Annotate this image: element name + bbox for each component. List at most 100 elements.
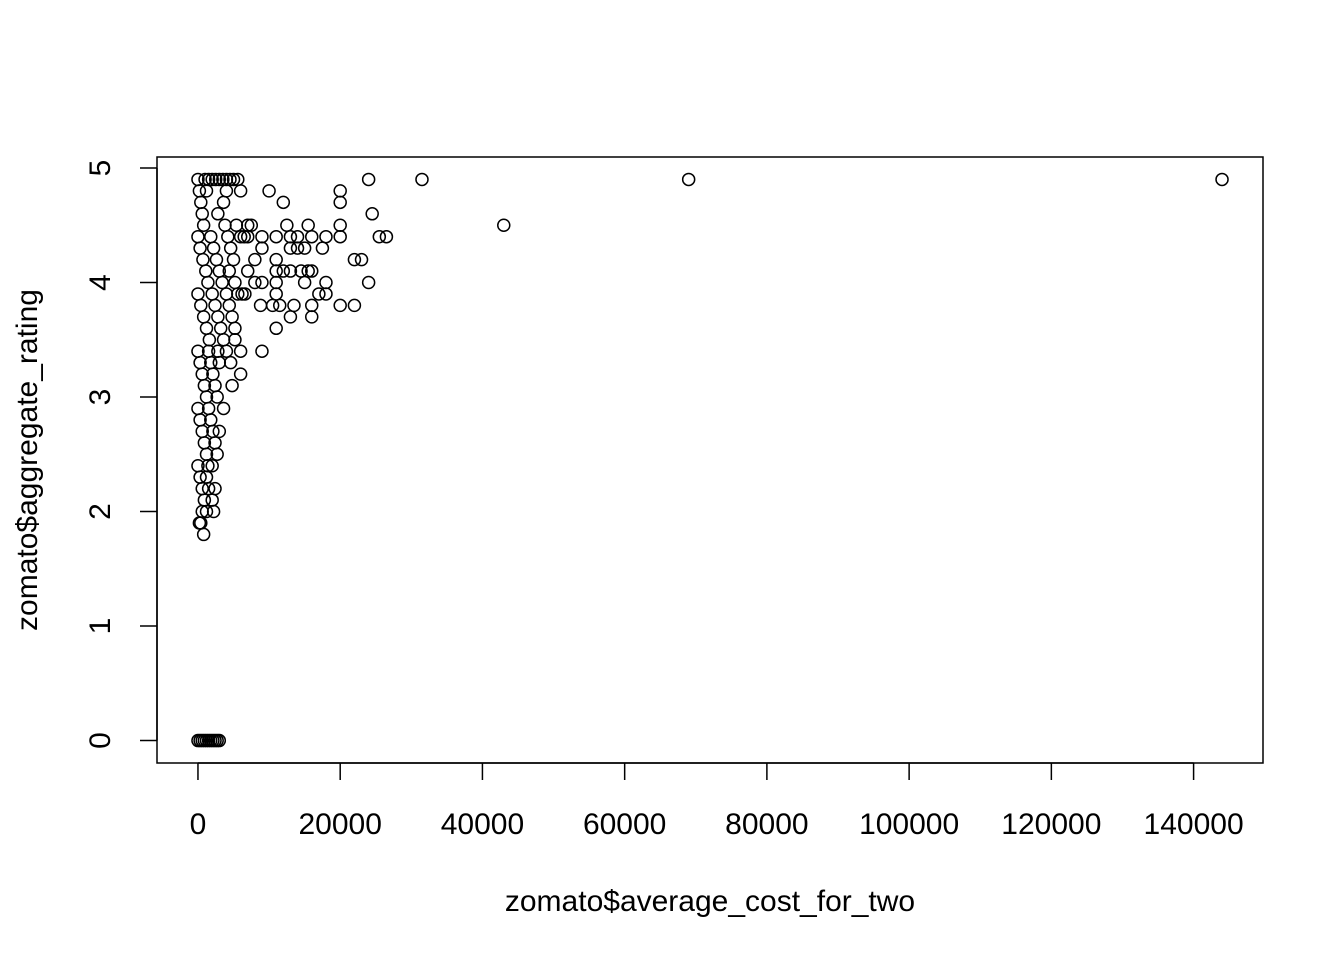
data-point bbox=[218, 218, 232, 232]
data-point bbox=[221, 229, 235, 244]
y-tick-label: 3 bbox=[84, 389, 117, 406]
data-point bbox=[361, 172, 376, 187]
data-point bbox=[354, 252, 369, 267]
data-point bbox=[333, 184, 347, 198]
data-point bbox=[206, 504, 221, 519]
data-point bbox=[415, 172, 429, 187]
data-point bbox=[222, 298, 237, 313]
x-axis: 0 20000 40000 60000 80000 100000 120000 140000 bbox=[190, 762, 1244, 841]
data-point bbox=[301, 218, 315, 232]
data-point bbox=[199, 184, 214, 198]
data-point bbox=[269, 229, 283, 244]
data-point bbox=[223, 241, 238, 255]
data-point bbox=[304, 264, 319, 278]
data-point bbox=[312, 287, 326, 301]
data-point bbox=[333, 229, 347, 244]
data-point bbox=[238, 287, 252, 301]
x-tick-label: 60000 bbox=[583, 808, 666, 841]
data-point bbox=[229, 218, 244, 232]
data-point bbox=[379, 229, 394, 244]
data-point bbox=[196, 310, 211, 324]
data-point bbox=[191, 229, 205, 244]
y-tick-label: 4 bbox=[84, 274, 117, 291]
data-point bbox=[216, 401, 231, 416]
data-point bbox=[265, 298, 280, 313]
data-point bbox=[193, 241, 207, 255]
data-point bbox=[201, 172, 216, 187]
points-layer bbox=[191, 172, 1229, 748]
x-tick-label: 100000 bbox=[859, 808, 959, 841]
data-point bbox=[301, 264, 315, 278]
data-point bbox=[333, 298, 347, 313]
data-point bbox=[244, 218, 259, 232]
data-point bbox=[226, 252, 241, 267]
data-point bbox=[233, 184, 248, 198]
data-point bbox=[304, 310, 319, 324]
data-point bbox=[223, 355, 238, 370]
data-point bbox=[269, 264, 283, 278]
data-point bbox=[211, 207, 225, 221]
data-point bbox=[255, 241, 269, 255]
data-point bbox=[290, 229, 305, 244]
data-point bbox=[194, 298, 208, 313]
data-point bbox=[205, 493, 219, 507]
data-point bbox=[255, 344, 269, 358]
data-point bbox=[228, 321, 242, 336]
data-point bbox=[226, 172, 241, 187]
data-point bbox=[287, 298, 301, 313]
data-point bbox=[283, 310, 298, 324]
data-point bbox=[202, 333, 217, 347]
data-point bbox=[262, 184, 276, 198]
data-point bbox=[276, 264, 291, 278]
data-point bbox=[222, 264, 237, 278]
data-point bbox=[201, 275, 215, 290]
data-point bbox=[208, 172, 223, 187]
data-point bbox=[248, 275, 262, 290]
data-point bbox=[216, 333, 231, 347]
data-point bbox=[333, 195, 347, 210]
data-point bbox=[196, 527, 211, 542]
data-point bbox=[361, 275, 376, 290]
data-point bbox=[315, 241, 330, 255]
data-point bbox=[212, 424, 227, 439]
plot-area-frame bbox=[156, 156, 1264, 764]
data-point bbox=[204, 229, 218, 244]
data-point bbox=[372, 229, 387, 244]
data-point bbox=[215, 275, 229, 290]
data-point bbox=[208, 481, 222, 496]
x-tick-label: 0 bbox=[190, 808, 207, 841]
data-point bbox=[297, 241, 312, 255]
data-point bbox=[290, 241, 305, 255]
data-point bbox=[319, 275, 333, 290]
data-point bbox=[269, 275, 283, 290]
data-point bbox=[253, 298, 268, 313]
x-tick-label: 140000 bbox=[1144, 808, 1244, 841]
data-point bbox=[225, 310, 239, 324]
y-tick-label: 5 bbox=[84, 160, 117, 177]
x-axis-label: zomato$average_cost_for_two bbox=[505, 885, 915, 918]
data-point bbox=[283, 229, 298, 244]
data-point bbox=[240, 264, 255, 278]
data-point bbox=[333, 218, 347, 232]
data-point bbox=[255, 275, 269, 290]
data-point bbox=[255, 229, 269, 244]
data-point bbox=[248, 252, 262, 267]
data-point bbox=[205, 172, 219, 187]
data-point bbox=[192, 184, 207, 198]
data-point bbox=[280, 218, 294, 232]
data-point bbox=[219, 287, 234, 301]
data-point bbox=[225, 378, 239, 393]
data-point bbox=[195, 207, 209, 221]
data-point bbox=[272, 298, 287, 313]
data-point bbox=[199, 321, 214, 336]
data-point bbox=[269, 287, 283, 301]
data-point bbox=[209, 252, 224, 267]
x-tick-label: 80000 bbox=[725, 808, 808, 841]
data-point bbox=[191, 287, 205, 301]
x-tick-label: 40000 bbox=[441, 808, 524, 841]
data-point bbox=[199, 504, 214, 519]
data-point bbox=[347, 252, 362, 267]
data-point bbox=[681, 172, 696, 187]
